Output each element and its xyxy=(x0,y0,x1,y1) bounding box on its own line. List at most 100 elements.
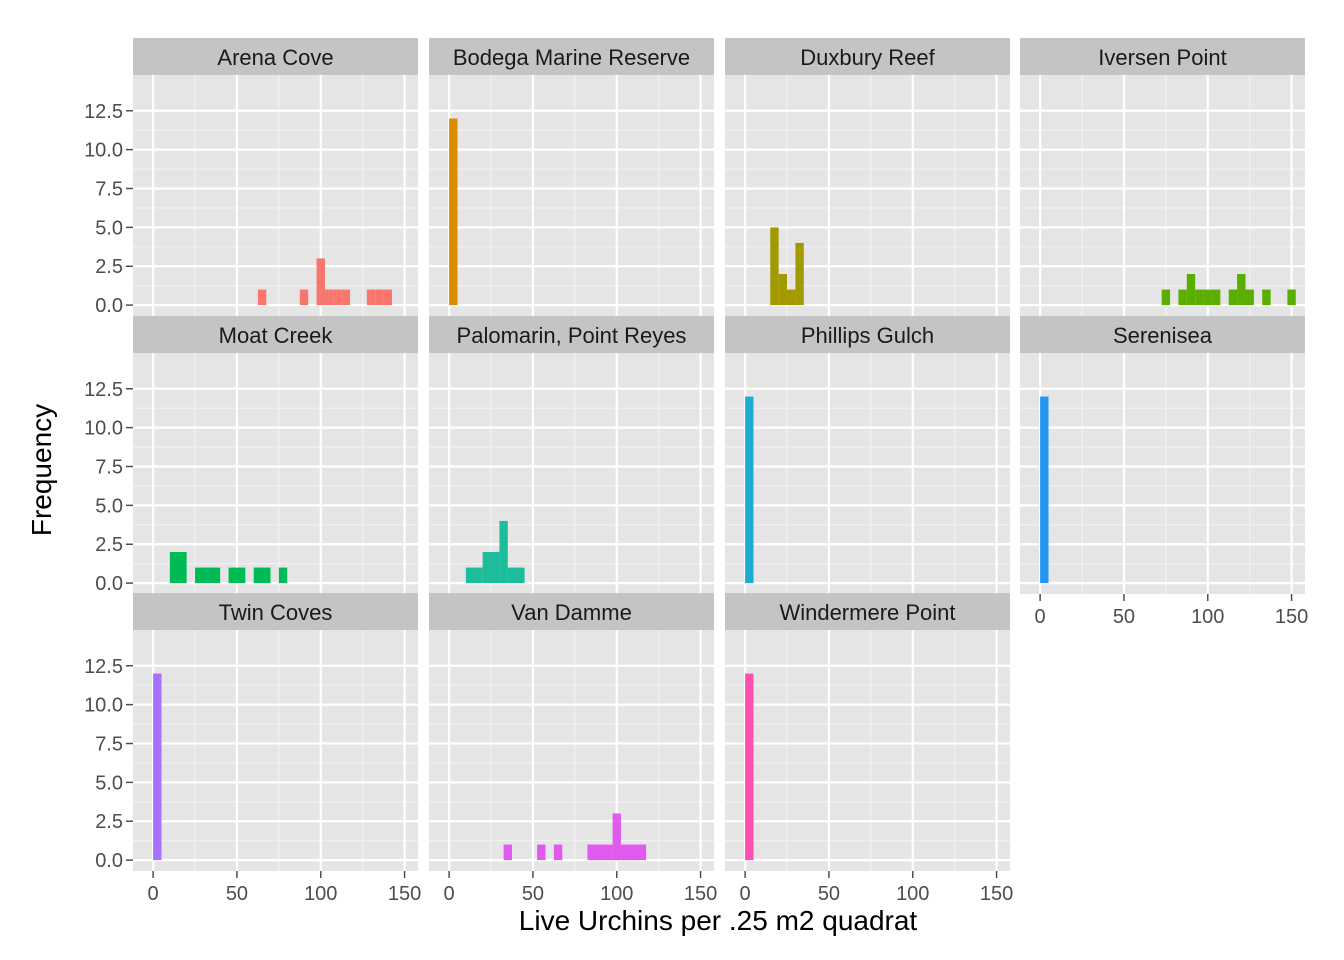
y-axis-title: Frequency xyxy=(26,404,57,536)
x-tick-label: 0 xyxy=(1035,606,1046,628)
x-axis-title: Live Urchins per .25 m2 quadrat xyxy=(519,905,918,936)
histogram-bar xyxy=(1178,289,1187,306)
histogram-bar xyxy=(449,118,458,306)
histogram-bar xyxy=(465,567,483,584)
x-tick-label: 150 xyxy=(388,883,421,905)
facet-panel: Twin Coves 0.0 2.5 5.0 7.5 10.0 12.5 0 50 100 150 xyxy=(84,593,421,905)
histogram-bar xyxy=(778,274,788,306)
histogram-bar xyxy=(1228,289,1238,306)
histogram-bar xyxy=(316,258,325,306)
facet-panel: Iversen Point xyxy=(1020,38,1305,316)
x-tick-label: 50 xyxy=(818,883,840,905)
x-tick-label: 50 xyxy=(1113,606,1135,628)
y-tick-label: 12.5 xyxy=(84,379,123,401)
histogram-bar xyxy=(787,289,796,306)
plot-background xyxy=(133,630,418,871)
plot-background xyxy=(133,75,418,316)
y-tick-label: 7.5 xyxy=(95,734,123,756)
x-tick-label: 0 xyxy=(148,883,159,905)
facet-panels: Arena Cove 0.0 2.5 5.0 7.5 10.0 12.5 Bodega Mar… xyxy=(84,38,1308,905)
plot-background xyxy=(725,353,1010,594)
facet-panel: Arena Cove 0.0 2.5 5.0 7.5 10.0 12.5 xyxy=(84,38,418,317)
histogram-bar xyxy=(257,289,267,306)
histogram-bar xyxy=(1161,289,1171,306)
histogram-bar xyxy=(795,242,804,306)
histogram-bar xyxy=(507,567,525,584)
x-tick-label: 100 xyxy=(896,883,929,905)
y-tick-label: 12.5 xyxy=(84,101,123,123)
histogram-bar xyxy=(278,567,288,584)
histogram-bar xyxy=(341,289,351,306)
plot-background xyxy=(1020,353,1305,594)
histogram-bar xyxy=(1211,289,1221,306)
y-tick-label: 2.5 xyxy=(95,256,123,278)
facet-panel: Phillips Gulch xyxy=(725,316,1010,594)
histogram-bar xyxy=(299,289,309,306)
facet-strip-label: Bodega Marine Reserve xyxy=(453,45,690,70)
facet-strip-label: Moat Creek xyxy=(219,323,334,348)
y-tick-label: 5.0 xyxy=(95,217,123,239)
plot-background xyxy=(725,630,1010,871)
facet-strip-label: Arena Cove xyxy=(217,45,333,70)
y-tick-label: 0.0 xyxy=(95,573,123,595)
facet-strip xyxy=(429,593,714,630)
histogram-bar xyxy=(1287,289,1296,306)
histogram-bar xyxy=(383,289,393,306)
y-tick-label: 0.0 xyxy=(95,295,123,317)
histogram-bar xyxy=(1203,289,1212,306)
histogram-bar xyxy=(366,289,376,306)
y-tick-label: 10.0 xyxy=(84,140,123,162)
plot-background xyxy=(429,75,714,316)
facet-panel: Windermere Point 0 50 100 150 xyxy=(725,593,1013,905)
histogram-bar xyxy=(587,844,613,861)
facet-strip-label: Windermere Point xyxy=(779,600,955,625)
histogram-bar xyxy=(612,813,621,861)
histogram-bar xyxy=(1186,274,1196,306)
facet-panel: Duxbury Reef xyxy=(725,38,1010,316)
x-tick-label: 0 xyxy=(740,883,751,905)
facet-panel: Van Damme 0 50 100 150 xyxy=(429,593,717,905)
facet-strip xyxy=(1020,38,1305,75)
histogram-bar xyxy=(324,289,334,306)
facet-strip xyxy=(725,593,1010,630)
x-tick-label: 150 xyxy=(980,883,1013,905)
facet-strip-label: Phillips Gulch xyxy=(801,323,934,348)
y-tick-label: 2.5 xyxy=(95,811,123,833)
facet-strip-label: Duxbury Reef xyxy=(800,45,935,70)
histogram-bar xyxy=(745,673,754,861)
y-tick-label: 7.5 xyxy=(95,457,123,479)
facet-panel: Bodega Marine Reserve xyxy=(429,38,714,316)
histogram-bar xyxy=(1245,289,1254,306)
y-tick-label: 10.0 xyxy=(84,418,123,440)
facet-strip xyxy=(429,316,714,353)
facet-panel: Serenisea 0 50 100 150 xyxy=(1020,316,1308,628)
facet-strip xyxy=(133,38,418,75)
facet-strip-label: Iversen Point xyxy=(1098,45,1226,70)
histogram-bar xyxy=(537,844,546,861)
y-tick-label: 7.5 xyxy=(95,179,123,201)
histogram-bar xyxy=(503,844,512,861)
facet-panel: Moat Creek 0.0 2.5 5.0 7.5 10.0 12.5 xyxy=(84,316,418,595)
facet-strip-label: Van Damme xyxy=(511,600,632,625)
histogram-bar xyxy=(153,673,162,861)
x-tick-label: 100 xyxy=(1191,606,1224,628)
x-tick-label: 50 xyxy=(226,883,248,905)
facet-strip xyxy=(133,593,418,630)
y-tick-label: 10.0 xyxy=(84,695,123,717)
plot-background xyxy=(1020,75,1305,316)
x-tick-label: 150 xyxy=(684,883,717,905)
x-tick-label: 150 xyxy=(1275,606,1308,628)
histogram-bar xyxy=(169,552,187,584)
y-tick-label: 5.0 xyxy=(95,495,123,517)
histogram-bar xyxy=(1262,289,1271,306)
histogram-bar xyxy=(482,552,500,584)
histogram-bar xyxy=(253,567,271,584)
facet-panel: Palomarin, Point Reyes xyxy=(429,316,714,594)
y-tick-label: 2.5 xyxy=(95,534,123,556)
facet-strip-label: Twin Coves xyxy=(219,600,333,625)
histogram-bar xyxy=(1195,289,1204,306)
histogram-bar xyxy=(1040,396,1049,584)
y-tick-label: 0.0 xyxy=(95,850,123,872)
y-tick-label: 5.0 xyxy=(95,772,123,794)
